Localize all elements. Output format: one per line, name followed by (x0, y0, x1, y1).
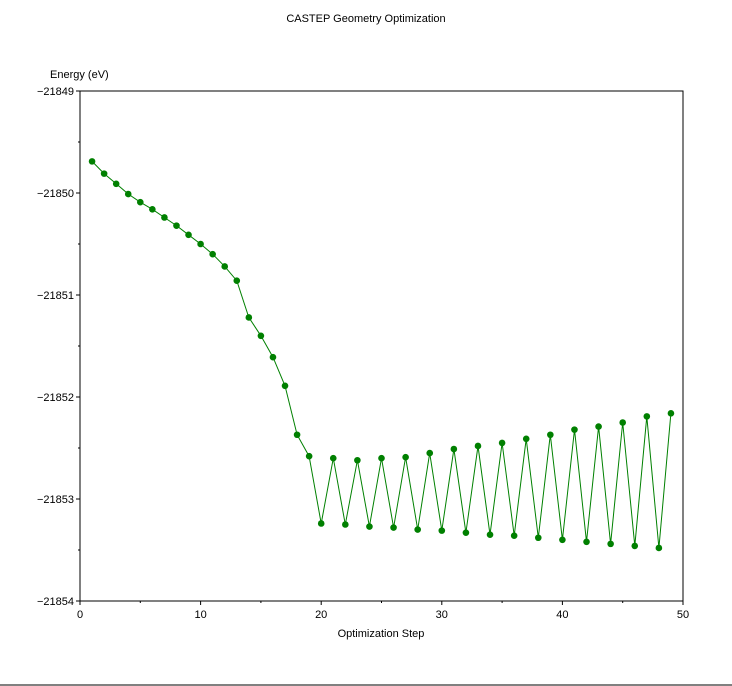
data-point (390, 524, 397, 531)
data-point (245, 314, 253, 321)
data-point (305, 452, 313, 460)
data-point (522, 435, 530, 443)
data-point (161, 214, 168, 221)
data-point (149, 206, 156, 213)
y-tick-label: −21852 (37, 392, 74, 404)
plot-frame (79, 90, 684, 602)
data-point (414, 526, 421, 533)
x-tick-label: 10 (194, 609, 206, 621)
data-point (450, 445, 458, 453)
data-point (547, 431, 554, 439)
data-point (559, 536, 566, 544)
x-axis-label: Optimization Step (338, 628, 425, 640)
x-tick-label: 20 (315, 609, 327, 621)
x-tick-label: 40 (556, 609, 568, 621)
data-point (571, 426, 578, 433)
data-point (342, 521, 349, 528)
data-point (100, 170, 108, 177)
y-tick-label: −21850 (37, 188, 74, 200)
y-axis-label: Energy (eV) (50, 69, 109, 81)
data-point (655, 544, 663, 552)
data-point (233, 277, 241, 285)
data-point (402, 453, 409, 461)
data-point (221, 263, 229, 270)
data-point (631, 542, 639, 550)
y-tick-label: −21851 (37, 290, 74, 302)
data-point (534, 534, 542, 542)
data-point (583, 538, 590, 546)
data-point (378, 454, 385, 462)
data-point (595, 423, 602, 430)
data-point (426, 449, 434, 457)
data-point (667, 410, 675, 417)
data-point (354, 456, 361, 464)
x-tick-label: 50 (677, 609, 689, 621)
data-point (643, 413, 651, 420)
data-point (209, 250, 216, 258)
data-point (197, 240, 204, 248)
data-point (173, 222, 180, 229)
data-point (486, 531, 494, 538)
data-point (462, 529, 470, 536)
data-point (124, 190, 132, 198)
chart-title: CASTEP Geometry Optimization (286, 13, 445, 25)
data-point (185, 231, 192, 239)
data-point (257, 332, 265, 340)
data-point (317, 520, 325, 527)
x-tick-label: 30 (436, 609, 448, 621)
data-point (281, 382, 289, 390)
data-point (438, 527, 446, 534)
data-point (619, 419, 626, 426)
data-point (269, 353, 277, 361)
data-point (293, 431, 301, 439)
data-point (510, 532, 518, 540)
data-point (112, 180, 120, 188)
series-layer (88, 158, 675, 552)
x-tick-label: 0 (77, 609, 83, 621)
y-tick-label: −21853 (37, 494, 74, 506)
data-point (366, 523, 373, 530)
data-point (607, 540, 614, 548)
series-line (91, 161, 672, 549)
data-point (329, 454, 337, 462)
data-point (474, 442, 482, 450)
y-tick-label: −21849 (37, 86, 74, 98)
data-point (88, 158, 96, 165)
data-point (137, 198, 144, 206)
data-point (498, 439, 506, 447)
y-tick-label: −21854 (37, 596, 74, 608)
